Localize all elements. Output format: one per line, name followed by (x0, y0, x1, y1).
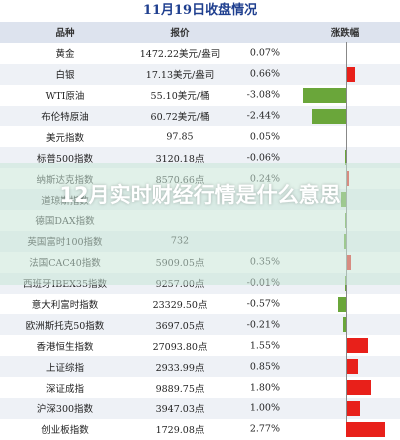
table-row: WTI原油 55.10美元/桶 -3.08% (0, 85, 400, 106)
row-change: -3.08% (246, 89, 280, 101)
row-price: 1472.22美元/盎司 (139, 49, 221, 61)
row-price: 23329.50点 (152, 300, 208, 312)
row-change: 0.07% (249, 47, 280, 59)
row-name: WTI原油 (45, 91, 85, 103)
row-name: 意大利富时指数 (31, 300, 99, 312)
row-name: 香港恒生指数 (36, 341, 94, 353)
table-row: 布伦特原油 60.72美元/桶 -2.44% (0, 105, 400, 127)
change-bar (338, 296, 346, 312)
change-bar (311, 108, 346, 124)
row-change: -0.57% (246, 298, 280, 310)
row-name: 创业板指数 (41, 425, 89, 437)
table-header-row: 品种 报价 涨跌幅 (0, 22, 400, 43)
row-price: 3947.03点 (155, 404, 205, 416)
row-price: 3697.05点 (155, 320, 205, 332)
row-name: 黄金 (55, 49, 75, 61)
table-row: 香港恒生指数 27093.80点 1.55% (0, 335, 400, 356)
row-price: 97.85 (166, 131, 194, 143)
header-price: 报价 (170, 28, 190, 40)
change-bar (343, 317, 346, 333)
headline-overlay (0, 163, 400, 285)
row-change: 1.00% (249, 402, 280, 414)
row-price: 27093.80点 (152, 341, 208, 353)
row-name: 标普500指数 (36, 153, 94, 165)
row-name: 欧洲斯托克50指数 (25, 320, 105, 332)
row-change: 1.55% (249, 340, 280, 352)
table-title: 11月19日收盘情况 (142, 3, 258, 18)
row-price: 1729.08点 (155, 425, 205, 437)
row-change: 0.85% (249, 361, 280, 373)
row-price: 60.72美元/桶 (150, 112, 210, 123)
row-name: 沪深300指数 (36, 404, 94, 416)
change-bar (302, 87, 346, 103)
row-price: 2933.99点 (155, 362, 205, 374)
headline-text: 12月实时财经行情是什么意思 (59, 183, 341, 207)
table-row: 沪深300指数 3947.03点 1.00% (0, 398, 400, 419)
table-row: 上证综指 2933.99点 0.85% (0, 356, 400, 378)
table-row: 美元指数 97.85 0.05% (0, 126, 400, 147)
change-bar (346, 401, 360, 417)
table-row: 白银 17.13美元/盎司 0.66% (0, 63, 400, 85)
header-bar: 涨跌幅 (330, 28, 360, 40)
row-name: 上证综指 (45, 362, 84, 374)
row-price: 9889.75点 (155, 383, 205, 395)
row-change: 0.05% (249, 131, 280, 143)
change-bar (346, 66, 356, 82)
row-name: 布伦特原油 (41, 112, 89, 123)
header-name: 品种 (55, 28, 75, 40)
row-change: -2.44% (246, 110, 280, 122)
row-change: -0.21% (246, 319, 280, 331)
row-price: 3120.18点 (155, 153, 205, 165)
row-name: 美元指数 (45, 132, 84, 144)
row-name: 深证成指 (45, 383, 84, 395)
change-bar (345, 150, 346, 166)
row-change: 2.77% (249, 423, 280, 435)
row-price: 55.10美元/桶 (150, 91, 210, 103)
change-bar (346, 338, 368, 354)
row-name: 白银 (55, 70, 75, 82)
table-row: 创业板指数 1729.08点 2.77% (0, 419, 400, 440)
table-row: 欧洲斯托克50指数 3697.05点 -0.21% (0, 314, 400, 336)
row-change: 1.80% (249, 382, 280, 394)
table-row: 意大利富时指数 23329.50点 -0.57% (0, 294, 400, 315)
table-row: 深证成指 9889.75点 1.80% (0, 377, 400, 398)
change-bar (346, 380, 372, 396)
change-bar (346, 421, 385, 437)
change-bar (346, 359, 358, 375)
row-change: 0.66% (249, 68, 280, 80)
row-price: 17.13美元/盎司 (145, 70, 215, 82)
row-change: -0.06% (246, 152, 280, 164)
table-row: 黄金 1472.22美元/盎司 0.07% (0, 43, 400, 64)
